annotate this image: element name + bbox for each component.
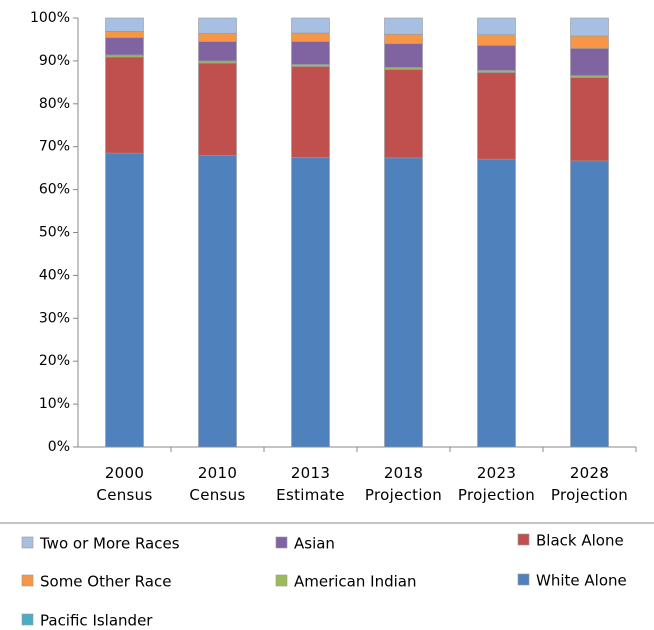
bar-segment: [477, 45, 516, 71]
legend-label: Black Alone: [536, 532, 624, 550]
bar-segment: [291, 66, 330, 158]
bar-segment: [105, 30, 144, 39]
y-tick-label: 90%: [39, 53, 70, 69]
legend-label: Two or More Races: [39, 535, 180, 553]
bar-segment: [105, 37, 144, 56]
bar-segment: [477, 72, 516, 160]
x-tick-label: 2010 Census: [189, 464, 246, 504]
legend-swatch: [275, 574, 288, 587]
y-tick-label: 10%: [39, 396, 70, 412]
bar-segment: [105, 56, 144, 154]
y-tick-label: 60%: [39, 182, 70, 198]
y-tick-label: 30%: [39, 310, 70, 326]
bar-segment: [291, 32, 330, 42]
bar-segment: [384, 157, 423, 448]
y-tick-label: 40%: [39, 267, 70, 283]
bar-segment: [477, 158, 516, 448]
bar-segment: [477, 17, 516, 36]
x-tick-label: 2018 Projection: [364, 464, 443, 504]
bar-segment: [477, 34, 516, 46]
legend-label: Pacific Islander: [40, 612, 153, 630]
y-tick-label: 70%: [39, 139, 70, 155]
bar-segment: [105, 152, 144, 448]
legend-label: Some Other Race: [40, 573, 171, 591]
bar-segment: [198, 17, 237, 34]
bar-segment: [198, 154, 237, 448]
bar-segment: [570, 77, 609, 162]
bar-segment: [198, 62, 237, 156]
legend-swatch: [517, 573, 530, 586]
legend-label: Asian: [294, 535, 335, 553]
bar-segment: [570, 160, 609, 448]
legend-swatch: [21, 574, 34, 587]
x-tick-label: 2013 Estimate: [276, 464, 345, 504]
y-tick-label: 0%: [48, 439, 70, 455]
bar-segment: [384, 69, 423, 159]
bar-segment: [570, 17, 609, 37]
y-tick-label: 100%: [30, 10, 70, 26]
y-tick-label: 50%: [39, 225, 70, 241]
bar-segment: [198, 41, 237, 62]
bar-segment: [198, 33, 237, 42]
bar-segment: [291, 41, 330, 65]
y-tick-label: 20%: [39, 353, 70, 369]
x-tick-label: 2023 Projection: [457, 464, 536, 504]
legend-swatch: [275, 536, 288, 549]
bar-segment: [105, 17, 144, 32]
bar-segment: [291, 157, 330, 448]
bar-segment: [384, 34, 423, 45]
bar-segment: [570, 48, 609, 76]
legend-swatch: [21, 536, 34, 549]
bar-segment: [384, 43, 423, 68]
bar-segment: [291, 17, 330, 34]
x-tick-label: 2000 Census: [96, 464, 153, 504]
y-tick-label: 80%: [39, 96, 70, 112]
legend-label: White Alone: [536, 572, 627, 590]
bar-segment: [570, 35, 609, 49]
x-tick-label: 2028 Projection: [550, 464, 629, 504]
legend-swatch: [21, 613, 34, 626]
legend-label: American Indian: [294, 573, 416, 591]
legend-swatch: [517, 533, 530, 546]
bar-segment: [384, 17, 423, 35]
